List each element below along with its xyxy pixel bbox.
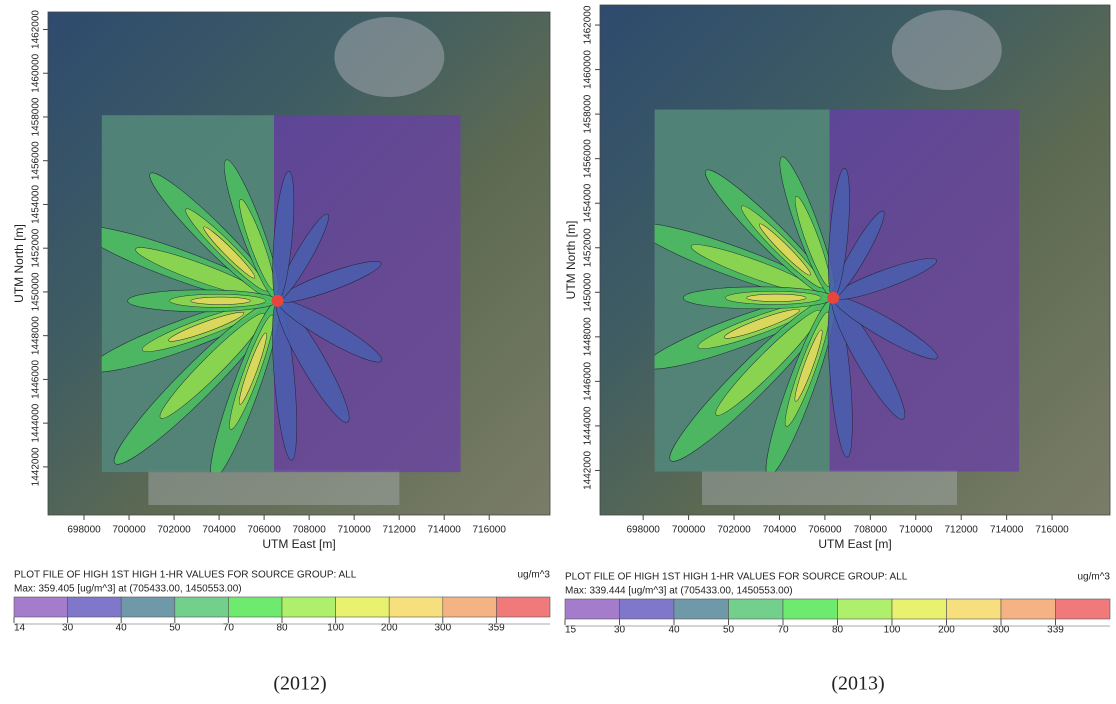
y-tick-label: 1462000 [31,10,42,49]
y-tick-label: 1450000 [31,272,42,311]
legend-title: PLOT FILE OF HIGH 1ST HIGH 1-HR VALUES F… [565,572,908,583]
legend-units: ug/m^3 [1078,572,1111,583]
color-swatch [783,599,838,619]
x-tick-label: 700000 [672,525,706,536]
color-swatch [14,597,68,617]
y-tick-label: 1448000 [31,316,42,355]
y-tick-label: 1442000 [583,451,594,490]
color-swatch [389,597,443,617]
y-tick-label: 1442000 [31,447,42,486]
x-axis-label: UTM East [m] [262,537,335,551]
x-tick-label: 710000 [337,525,371,536]
panel: 698000 700000 702000 704000 706000 708000 7100… [12,10,550,695]
x-tick-label: 700000 [112,525,146,536]
x-tick-label: 716000 [473,525,507,536]
port [148,470,399,505]
y-tick-label: 1444000 [583,406,594,445]
x-tick-label: 710000 [899,525,933,536]
color-swatch [674,599,729,619]
x-tick-label: 698000 [67,525,101,536]
caption: (2013) [831,673,884,695]
legend-title: PLOT FILE OF HIGH 1ST HIGH 1-HR VALUES F… [14,570,357,581]
color-swatch [443,597,497,617]
y-tick-label: 1456000 [31,141,42,180]
x-tick-label: 706000 [808,525,842,536]
x-tick-label: 712000 [382,525,416,536]
color-swatch [336,597,390,617]
y-tick-label: 1448000 [583,317,594,356]
color-swatch [228,597,282,617]
contour-petal [746,294,806,301]
port [702,470,957,505]
color-swatch [838,599,893,619]
y-tick-label: 1460000 [583,50,594,89]
contour-petal [191,297,251,304]
max-note: Max: 339.444 [ug/m^3] at (705433.00, 145… [565,586,793,597]
figure: 698000 700000 702000 704000 706000 708000 7100… [0,0,1116,699]
y-tick-label: 1452000 [583,228,594,267]
y-tick-label: 1444000 [31,403,42,442]
y-tick-label: 1446000 [31,360,42,399]
color-swatch [68,597,122,617]
concentration-overlay [75,115,461,484]
y-tick-label: 1462000 [583,5,594,44]
color-swatch [282,597,336,617]
x-tick-label: 702000 [157,525,191,536]
town [334,17,444,97]
y-tick-label: 1452000 [31,228,42,267]
x-tick-label: 714000 [428,525,462,536]
x-tick-label: 698000 [626,525,660,536]
panel: 698000 700000 702000 704000 706000 708000 7100… [564,5,1110,695]
x-tick-label: 712000 [945,525,979,536]
color-swatch [565,599,620,619]
source [827,292,839,304]
y-tick-label: 1450000 [583,272,594,311]
x-tick-label: 716000 [1035,525,1069,536]
x-tick-label: 708000 [854,525,888,536]
y-tick-label: 1458000 [583,94,594,133]
legend-units: ug/m^3 [518,570,551,581]
color-swatch [620,599,675,619]
y-tick-label: 1458000 [31,97,42,136]
color-swatch [496,597,550,617]
y-axis-label: UTM North [m] [12,224,26,303]
color-swatch [121,597,175,617]
y-tick-label: 1460000 [31,53,42,92]
x-tick-label: 706000 [247,525,281,536]
max-note: Max: 359.405 [ug/m^3] at (705433.00, 145… [14,584,242,595]
color-swatch [729,599,784,619]
x-tick-label: 714000 [990,525,1024,536]
color-swatch [892,599,947,619]
x-tick-label: 708000 [292,525,326,536]
x-tick-label: 704000 [763,525,797,536]
source [272,295,284,307]
y-tick-label: 1454000 [583,183,594,222]
y-tick-label: 1446000 [583,361,594,400]
concentration-overlay [631,110,1019,481]
caption: (2012) [273,673,326,695]
color-swatch [175,597,229,617]
y-axis-label: UTM North [m] [564,221,578,300]
x-tick-label: 704000 [202,525,236,536]
town [892,10,1002,90]
color-swatch [1056,599,1111,619]
x-tick-label: 702000 [717,525,751,536]
y-tick-label: 1456000 [583,139,594,178]
y-tick-label: 1454000 [31,185,42,224]
x-axis-label: UTM East [m] [818,537,891,551]
color-swatch [1001,599,1056,619]
color-swatch [947,599,1002,619]
